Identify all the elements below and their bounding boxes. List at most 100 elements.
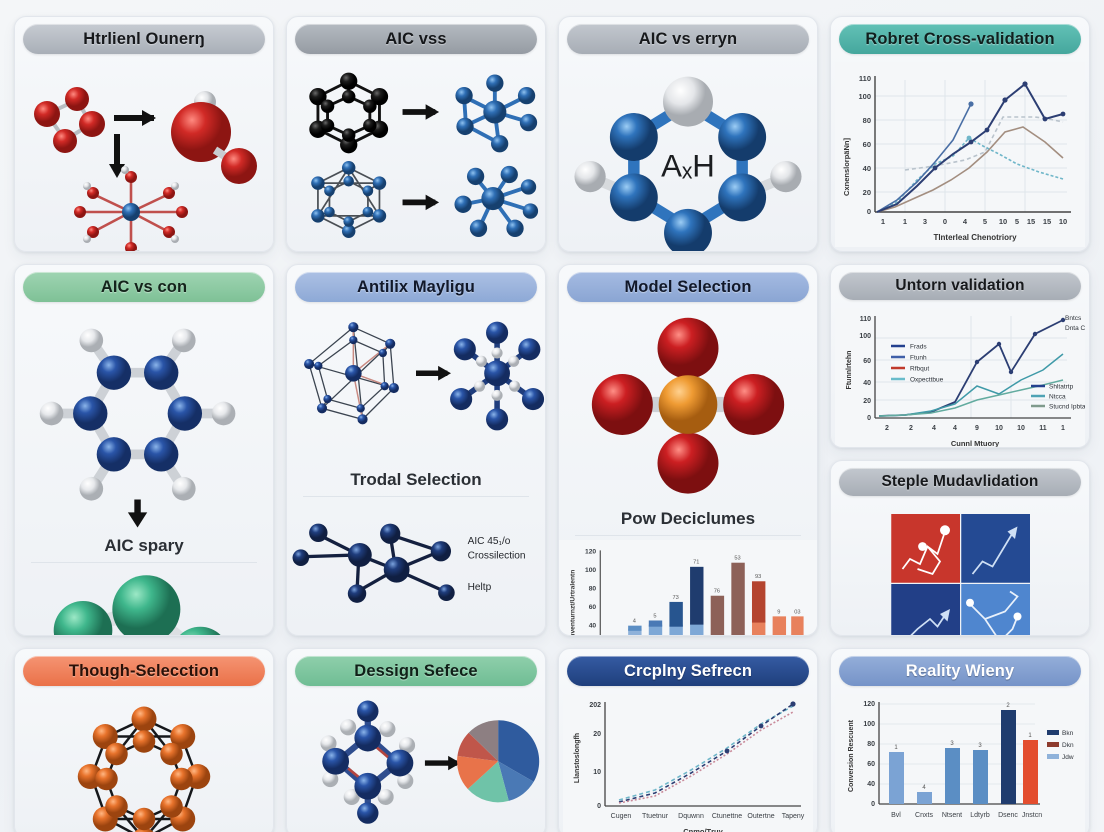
card-5-subtitle: AIC spary (104, 535, 184, 555)
legend-item: Bkn (1062, 730, 1074, 737)
y-tick: 20 (593, 731, 601, 738)
x-tick: 5 (1015, 217, 1019, 226)
card-cross-validation-chart[interactable]: Robret Cross-validation 110 100 80 (830, 16, 1090, 252)
card-5-header: AIC vs con (23, 272, 265, 302)
card-ring-molecule[interactable]: AIC vs erryn (558, 16, 818, 252)
card-quad-validation[interactable]: Steple Mudavlidation (830, 460, 1090, 636)
annotation-1: AIC 45₁/o (468, 536, 511, 547)
stacked-bar-chart: 120 100 80 60 40 20 0 (559, 540, 817, 635)
series-grey-plateau (904, 116, 1064, 171)
bar-data-label: 73 (672, 595, 678, 601)
x-tick: 10 (995, 425, 1003, 432)
card-9-header: Steple Mudavlidation (839, 468, 1081, 496)
card-6-header: Antilix Mayligu (295, 272, 537, 302)
arrow-right-icon-bottom (402, 194, 440, 211)
y-axis-label: Llanstoslongfh (574, 733, 581, 783)
card-13-body: 120 100 80 60 40 0 1 4 (831, 690, 1089, 832)
x-tick: Ttuetnur (642, 813, 669, 820)
x-tick: 10 (999, 217, 1007, 226)
bar-data-label: 93 (755, 575, 761, 581)
card-though-selection[interactable]: Though-Selecction (14, 648, 274, 832)
legend-item: Rfbqut (910, 366, 929, 373)
x-tick: 4 (953, 425, 957, 432)
arrow-right-icon-top (402, 104, 440, 120)
quad-grid-illustration (891, 514, 1030, 635)
cluster-reduction-illustration (304, 321, 545, 431)
x-tick: 2 (909, 425, 913, 432)
legend-item: Dkn (1062, 742, 1074, 749)
arrow-right-icon (416, 365, 452, 381)
y-axis-label: CxnenslorpäNn] (842, 138, 851, 196)
bar-data-label: 3 (978, 743, 982, 749)
x-tick: 10 (1059, 217, 1067, 226)
y-tick: 10 (593, 769, 601, 776)
x-tick: Cnxts (915, 812, 933, 819)
card-reality-bar-chart[interactable]: Reality Wieny 120 100 80 60 40 0 (830, 648, 1090, 832)
card-12-body: 202 20 10 0 Cugen Ttuetnur Dquwnn Ctunet… (559, 690, 817, 832)
bar-chart-reality: 120 100 80 60 40 0 1 4 (835, 694, 1085, 832)
card-model-selection[interactable]: Model Selection (558, 264, 818, 636)
tetra-molecule-illustration (591, 317, 785, 494)
bar-data-label: 1 (894, 745, 898, 751)
y-tick: 40 (863, 380, 871, 387)
bar-data-label: 03 (794, 610, 800, 616)
y-tick: 20 (863, 398, 871, 405)
legend-item: Ftunh (910, 355, 927, 362)
y-tick: 40 (863, 164, 871, 173)
graph-reduction-illustration (309, 72, 539, 238)
x-tick: Dquwnn (678, 813, 704, 820)
card-benzene-selection[interactable]: AIC vs con (14, 264, 274, 636)
network-graph-illustration: AIC 45₁/o Crossilection Heltp (292, 523, 526, 604)
x-axis-label: Tlnterleal Chenotriory (933, 233, 1017, 242)
x-tick: Bvl (891, 812, 901, 819)
y-tick: 80 (589, 586, 597, 593)
card-graph-reduction[interactable]: AIC vss (286, 16, 546, 252)
card-1-body (15, 58, 273, 251)
bar-data-label: 5 (653, 614, 656, 620)
benzene-molecule-illustration (39, 328, 236, 528)
card-7-body: Pow Deciclumes 120 100 80 60 40 20 (559, 306, 817, 635)
y-tick: 100 (859, 333, 871, 340)
legend-item: Ntcca (1049, 394, 1066, 401)
green-molecule-illustration (53, 574, 221, 635)
y-tick: 100 (858, 92, 871, 101)
y-tick: 120 (863, 701, 875, 708)
card-3-body: AₓH (559, 58, 817, 251)
pie-chart (457, 720, 540, 803)
x-tick: Ldtyrb (970, 812, 990, 819)
annotation-2: Crossilection (468, 551, 526, 562)
arrow-down-icon (109, 134, 125, 178)
x-tick: Jnstcn (1022, 812, 1042, 819)
y-tick: 0 (867, 415, 871, 422)
card-12-header: Crcplny Sefrecn (567, 656, 809, 686)
legend-item: Stucnd Ipbtar (1049, 404, 1085, 411)
y-tick: 0 (597, 803, 601, 810)
card-cluster-selection[interactable]: Antilix Mayligu (286, 264, 546, 636)
annotation-3: Heltp (468, 582, 492, 593)
x-tick: 4 (963, 217, 968, 226)
bar-data-label: 76 (714, 589, 720, 595)
x-tick: 4 (932, 425, 936, 432)
card-molecule-reaction[interactable]: Htrlienl Ounerŋ (14, 16, 274, 252)
x-tick: 1 (881, 217, 885, 226)
card-13-header: Reality Wieny (839, 656, 1081, 686)
card-2-body (287, 58, 545, 251)
chart-annotation: Bntcs (1065, 315, 1082, 322)
arrow-right-icon (424, 755, 461, 771)
y-tick: 110 (859, 74, 871, 83)
x-tick: 15 (1043, 217, 1051, 226)
card-scatter-chart[interactable]: Crcplny Sefrecn 202 20 10 0 Cugen Ttuetn… (558, 648, 818, 832)
legend-item: Jdw (1062, 754, 1074, 761)
legend-item: Oxpecttbue (910, 377, 944, 384)
x-tick: 0 (943, 217, 947, 226)
card-design-surface[interactable]: Dessign Sefece (286, 648, 546, 832)
y-tick: 0 (867, 207, 871, 216)
y-tick: 202 (589, 702, 601, 709)
card-untorn-validation[interactable]: Untorn validation 110 100 60 40 20 0 (830, 264, 1090, 448)
y-tick: 110 (860, 316, 871, 323)
card-8-header: Untorn validation (839, 272, 1081, 300)
y-axis-label: Conversion Rescuent (848, 719, 855, 792)
x-tick: 5 (983, 217, 987, 226)
arrow-right-icon (114, 110, 156, 126)
